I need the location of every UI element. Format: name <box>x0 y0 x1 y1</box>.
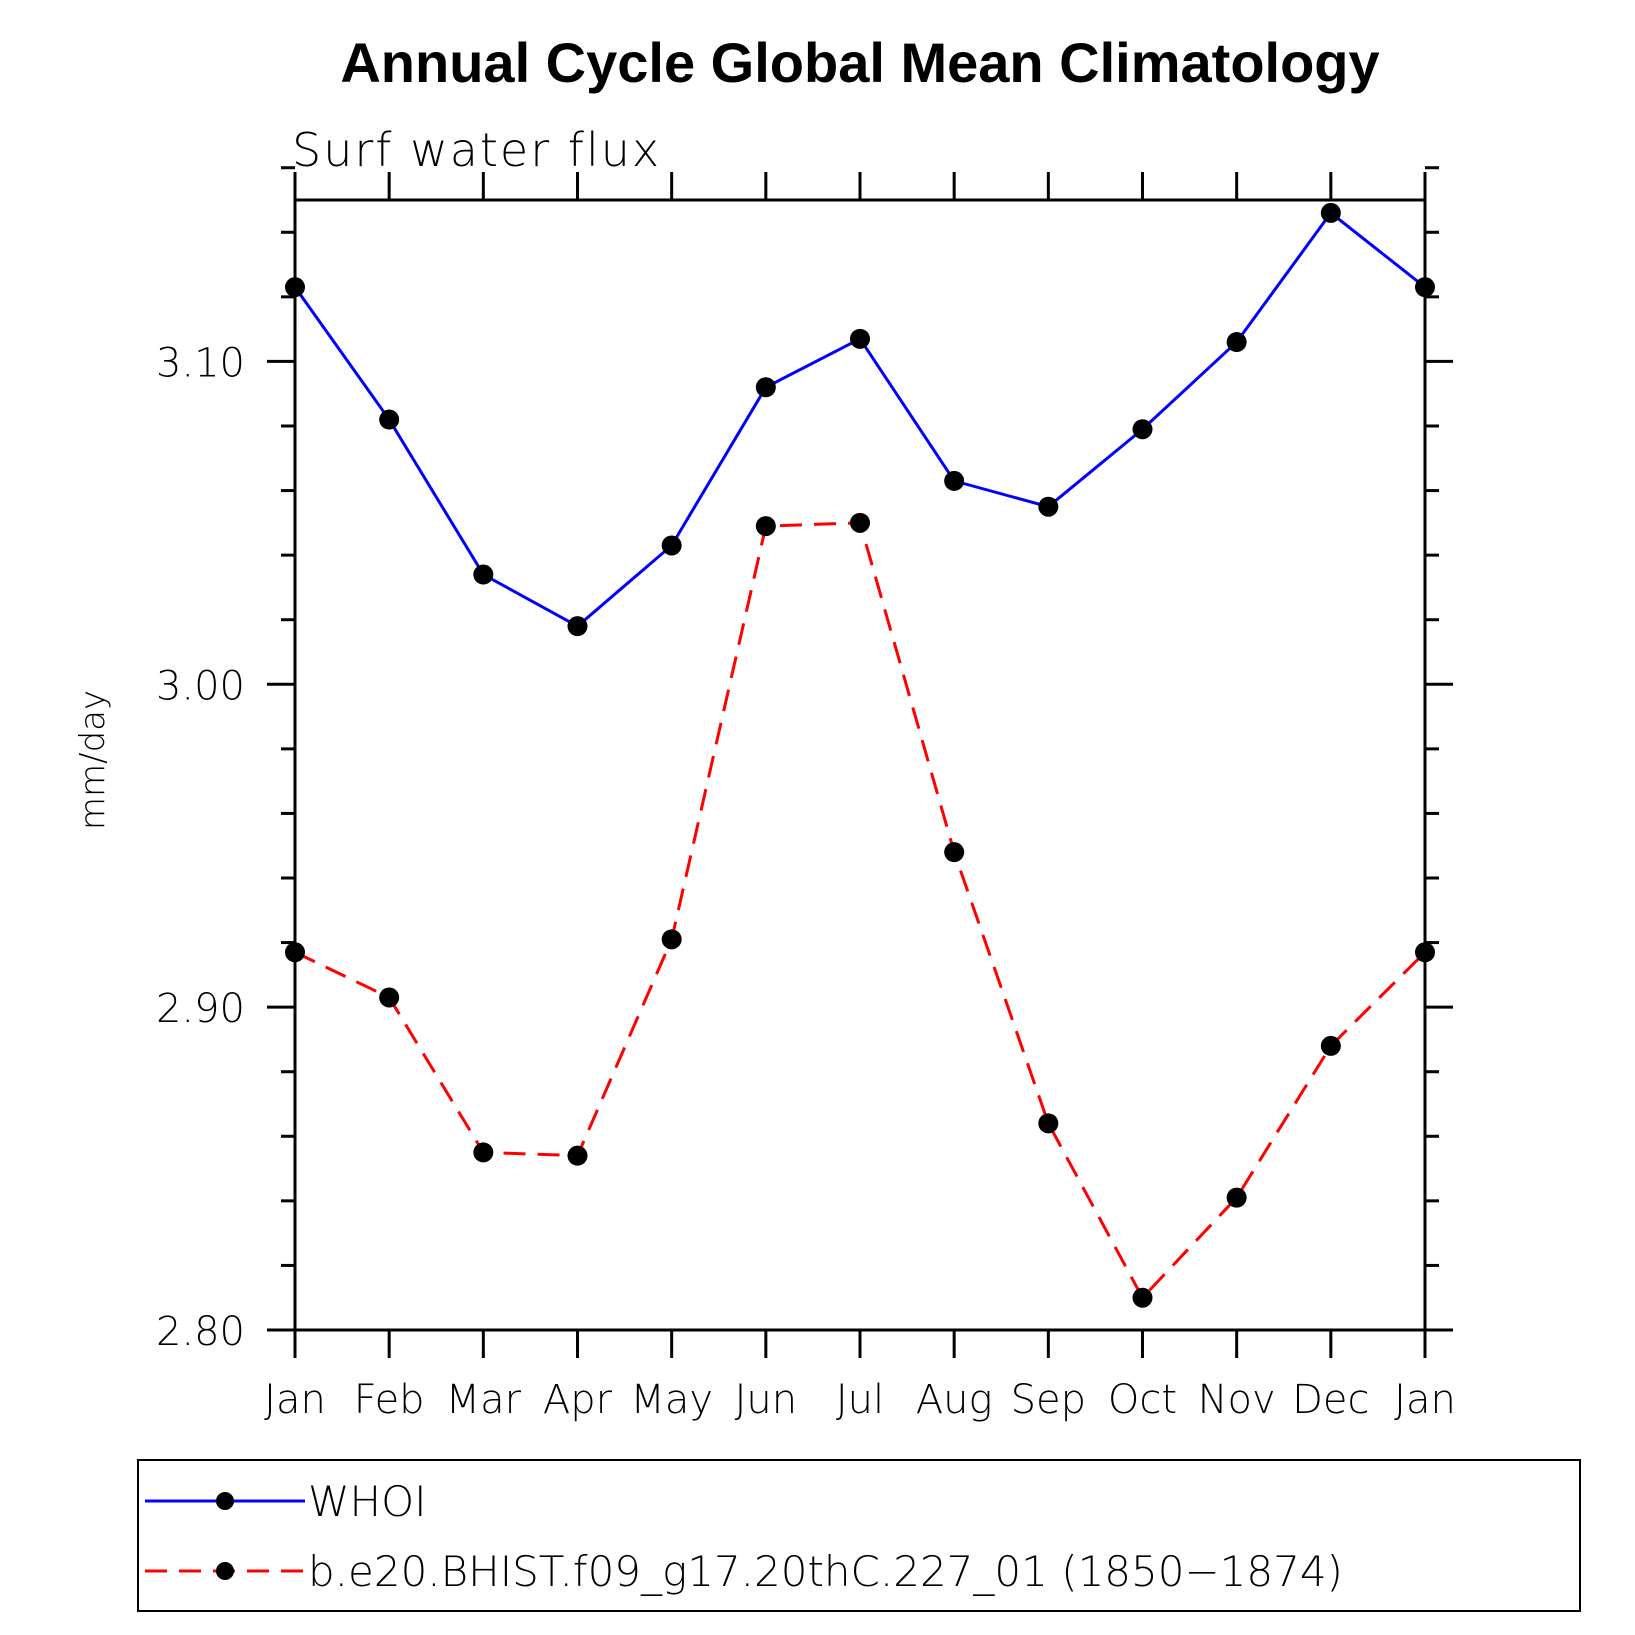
legend: WHOI b.e20.BHIST.f09_g17.20thC.227_01 (1… <box>137 1459 1581 1612</box>
data-point <box>755 516 776 537</box>
data-point <box>473 564 494 585</box>
x-tick-label: Apr <box>543 1377 613 1423</box>
x-tick-label: Nov <box>1198 1377 1276 1423</box>
series-layer <box>285 202 1435 1308</box>
data-point <box>1038 496 1059 517</box>
data-point <box>379 987 400 1008</box>
legend-label-model: b.e20.BHIST.f09_g17.20thC.227_01 (1850−1… <box>308 1547 1343 1596</box>
x-tick-label: Jan <box>264 1377 326 1423</box>
data-point <box>850 512 870 533</box>
data-point <box>944 470 965 491</box>
data-point <box>1132 419 1153 440</box>
x-tick-label: May <box>630 1377 713 1423</box>
y-tick-label: 3.00 <box>156 663 245 709</box>
legend-marker-whoi <box>216 1492 234 1510</box>
data-point <box>661 535 682 556</box>
data-point <box>1415 942 1435 963</box>
x-tick-label: Jun <box>735 1377 798 1423</box>
data-point <box>1226 1187 1247 1208</box>
x-tick-label: Aug <box>916 1377 993 1423</box>
data-point <box>755 377 776 398</box>
axis-ticks <box>267 166 1453 1358</box>
x-tick-label: Jul <box>836 1377 884 1423</box>
chart-subtitle: Surf water flux <box>292 123 661 177</box>
data-point <box>944 842 965 863</box>
data-point <box>285 942 305 963</box>
data-point <box>1132 1287 1153 1308</box>
y-tick-label: 3.10 <box>156 340 245 386</box>
x-tick-label: Dec <box>1292 1377 1369 1423</box>
data-point <box>285 277 305 298</box>
data-point <box>379 409 400 430</box>
y-tick-label: 2.80 <box>156 1309 245 1355</box>
legend-label-whoi: WHOI <box>308 1477 427 1526</box>
y-tick-label: 2.90 <box>156 986 245 1032</box>
data-point <box>850 328 870 349</box>
data-point <box>567 616 588 637</box>
data-point <box>1320 1035 1341 1056</box>
legend-box <box>137 1459 1581 1612</box>
chart-title: Annual Cycle Global Mean Climatology <box>340 31 1379 94</box>
x-tick-label: Mar <box>446 1377 522 1423</box>
series-line-1 <box>294 521 1427 1301</box>
data-point <box>1038 1113 1059 1134</box>
data-point <box>661 929 682 950</box>
plot-frame <box>293 198 1427 1332</box>
data-point <box>1320 202 1341 223</box>
x-tick-label: Oct <box>1108 1377 1177 1423</box>
series-line-0 <box>293 210 1426 628</box>
x-tick-label: Jan <box>1394 1377 1456 1423</box>
x-tick-label: Sep <box>1011 1377 1086 1423</box>
x-tick-label: Feb <box>354 1377 425 1423</box>
legend-marker-model <box>216 1562 234 1580</box>
tick-labels: Jan Feb Mar Apr May Jun Jul Aug Sep Oct Nov Dec Jan 2… <box>156 340 1456 1423</box>
y-axis-label: mm/day <box>73 690 113 830</box>
data-point <box>567 1145 588 1166</box>
data-point <box>1226 332 1247 353</box>
data-point <box>473 1142 494 1163</box>
data-point <box>1415 277 1435 298</box>
